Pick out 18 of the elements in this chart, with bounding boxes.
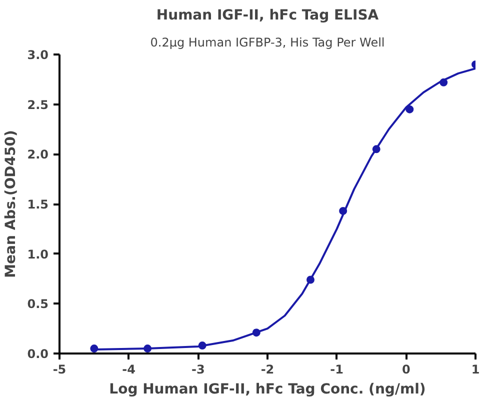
- y-tick-label: 2.5: [27, 98, 49, 112]
- chart-subtitle: 0.2μg Human IGFBP-3, His Tag Per Well: [150, 36, 385, 50]
- y-tick-label: 1.0: [27, 247, 49, 262]
- x-tick-label: -1: [330, 362, 344, 376]
- x-tick-label: -4: [122, 362, 136, 376]
- x-tick-label: -5: [52, 362, 66, 376]
- y-tick-label: 0.5: [27, 297, 49, 312]
- y-tick-label: 0.0: [27, 347, 49, 361]
- y-tick-label: 1.5: [27, 198, 49, 212]
- x-tick-label: 1: [471, 362, 480, 376]
- x-tick-label: 0: [402, 362, 410, 376]
- x-tick-label: -3: [192, 362, 205, 376]
- y-tick-label: 2.0: [27, 148, 49, 162]
- chart-title: Human IGF-II, hFc Tag ELISA: [156, 8, 379, 24]
- x-axis-title: Log Human IGF-II, hFc Tag Conc. (ng/ml): [109, 382, 426, 398]
- y-axis-title: Mean Abs.(OD450): [3, 130, 20, 278]
- x-tick-label: -2: [260, 362, 274, 376]
- y-tick-label: 3.0: [27, 48, 49, 62]
